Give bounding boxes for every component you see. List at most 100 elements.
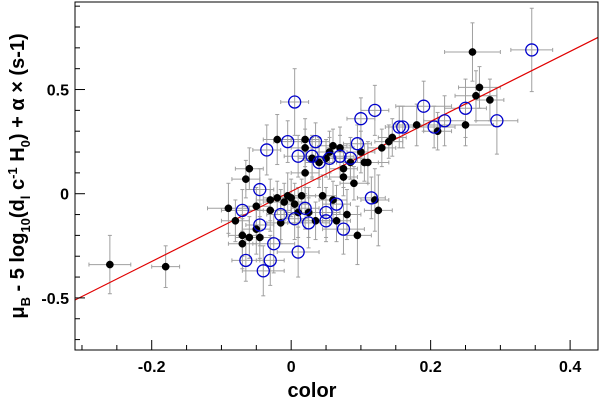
open-data-point <box>322 151 337 165</box>
plot-frame <box>74 1 599 351</box>
filled-data-point <box>231 216 240 225</box>
y-axis-label-part: 10 <box>18 218 33 232</box>
x-tick-label: 0.4 <box>559 359 581 376</box>
open-data-point <box>368 103 382 118</box>
open-data-point <box>319 205 333 220</box>
filled-data-point <box>472 91 480 100</box>
filled-data-point <box>301 135 309 144</box>
error-bar <box>241 245 285 297</box>
open-data-point <box>343 151 358 165</box>
open-data-point <box>364 191 379 205</box>
filled-data-point <box>339 173 348 181</box>
y-axis-label-part: (d <box>7 199 29 218</box>
error-bar <box>325 134 355 178</box>
filled-data-point <box>238 239 247 248</box>
open-data-point <box>319 214 333 228</box>
open-data-point <box>333 149 347 163</box>
axis-tick-labels: -0.2 0 0.2 0.4 -0.5 0 0.5 <box>41 83 581 376</box>
open-data-point <box>274 207 288 222</box>
y-tick-label: -0.5 <box>41 291 69 308</box>
open-data-point <box>281 134 295 149</box>
filled-data-point <box>276 219 285 227</box>
filled-data-point <box>266 206 275 215</box>
open-data-point <box>525 43 539 57</box>
filled-data-point <box>329 141 337 150</box>
y-axis-label-part: μ <box>7 306 29 318</box>
error-bar <box>336 136 365 180</box>
filled-data-point <box>339 164 348 173</box>
filled-data-point <box>245 164 254 173</box>
open-data-point <box>396 120 410 134</box>
open-data-point <box>288 212 302 226</box>
y-axis-label-part: -1 <box>5 167 20 179</box>
filled-data-point <box>332 216 341 225</box>
filled-data-point <box>255 233 264 242</box>
open-data-point <box>490 114 504 128</box>
filled-data-point <box>290 200 299 208</box>
filled-data-point <box>161 262 170 271</box>
y-tick-label: 0 <box>60 187 69 204</box>
filled-data-point <box>364 158 372 167</box>
open-data-point <box>260 143 274 157</box>
filled-data-point <box>346 158 355 167</box>
open-data-point <box>392 120 406 134</box>
filled-data-point <box>266 196 275 204</box>
error-bar <box>475 86 519 155</box>
filled-data-point <box>343 210 351 219</box>
open-data-point <box>263 253 277 268</box>
axis-ticks <box>75 5 571 350</box>
y-tick-label: 0.5 <box>47 83 69 100</box>
error-bar <box>231 239 261 282</box>
open-data-point <box>291 149 305 163</box>
error-bar <box>510 7 554 93</box>
filled-data-point <box>353 231 362 240</box>
filled-data-point <box>238 231 247 240</box>
filled-data-point <box>224 204 233 213</box>
open-data-point <box>437 114 452 128</box>
open-data-point <box>253 182 267 197</box>
open-data-point <box>291 245 305 259</box>
filled-data-point <box>297 191 306 200</box>
filled-data-point <box>461 121 470 129</box>
x-tick-label: 0 <box>287 359 296 376</box>
filled-data-point <box>301 169 309 177</box>
filled-data-point <box>301 144 309 152</box>
filled-data-point <box>315 158 323 167</box>
y-axis-label-part: 0 <box>18 140 33 147</box>
filled-data-point <box>350 179 358 188</box>
error-bar <box>252 124 282 176</box>
open-data-point <box>301 216 316 230</box>
filled-data-point <box>287 194 296 202</box>
open-data-point <box>253 218 267 232</box>
filled-data-point <box>273 135 282 144</box>
error-bar <box>276 226 320 278</box>
open-data-point <box>329 197 344 211</box>
filled-data-point <box>468 48 477 56</box>
error-bar <box>423 95 467 147</box>
filled-data-point <box>245 233 254 242</box>
y-axis-label-part: B <box>18 297 33 306</box>
open-data-point <box>239 253 253 268</box>
x-axis-label: color <box>288 380 337 402</box>
filled-data-point <box>412 121 421 129</box>
filled-data-point <box>273 194 282 202</box>
y-axis-label-part: H <box>7 147 29 167</box>
filled-data-point <box>336 144 344 152</box>
error-bar <box>360 84 390 136</box>
error-bar <box>342 124 372 163</box>
error-bar <box>356 176 386 220</box>
filled-data-point <box>106 260 114 269</box>
fit-line <box>74 36 599 301</box>
open-data-point <box>256 264 270 278</box>
error-bar <box>280 68 310 136</box>
filled-data-point <box>318 191 327 200</box>
open-data-point <box>308 134 323 149</box>
x-tick-label: 0.2 <box>420 359 442 376</box>
open-data-point <box>354 112 368 126</box>
y-axis-label-part: c <box>7 179 29 196</box>
error-bar <box>346 97 376 141</box>
filled-data-point <box>280 198 289 206</box>
plot-area <box>74 7 599 301</box>
filled-data-point <box>475 83 484 92</box>
error-bar <box>245 168 275 211</box>
